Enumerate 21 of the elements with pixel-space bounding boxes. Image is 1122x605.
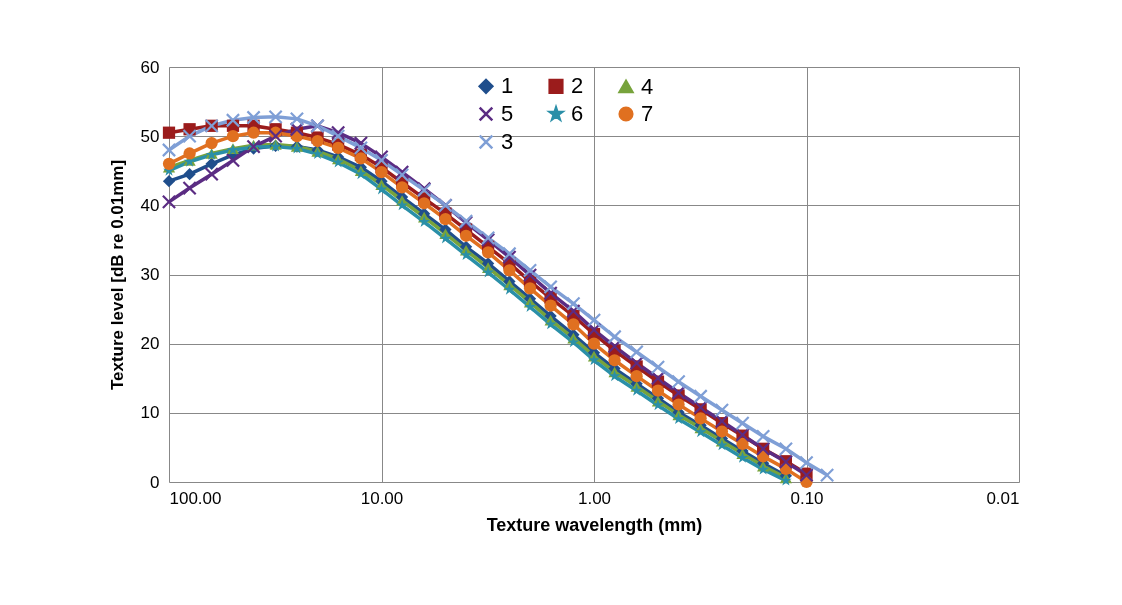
x-tick-label: 100.00 xyxy=(169,488,222,508)
y-tick-label: 50 xyxy=(140,126,160,146)
y-tick-label: 40 xyxy=(140,195,160,215)
x-tick-label: 0.10 xyxy=(790,488,824,508)
legend-label: 7 xyxy=(641,101,654,126)
legend-label: 5 xyxy=(501,101,514,126)
x-tick-label: 1.00 xyxy=(577,488,612,508)
legend-label: 6 xyxy=(571,101,584,126)
legend-label: 1 xyxy=(501,73,514,99)
legend-label: 3 xyxy=(501,129,514,154)
y-tick-label: 20 xyxy=(140,334,160,354)
x-tick-label: 10.00 xyxy=(360,488,404,508)
legend-label: 4 xyxy=(641,73,654,99)
x-tick-label: 0.01 xyxy=(986,488,1020,508)
y-tick-label: 10 xyxy=(140,403,160,423)
y-tick-label: 60 xyxy=(140,57,160,77)
y-tick-label: 0 xyxy=(150,472,160,492)
y-tick-label: 30 xyxy=(140,265,160,284)
y-axis-title: Texture level [dB re 0.01mm] xyxy=(107,159,127,391)
x-axis-title: Texture wavelength (mm) xyxy=(486,514,703,535)
legend-label: 2 xyxy=(571,73,584,99)
